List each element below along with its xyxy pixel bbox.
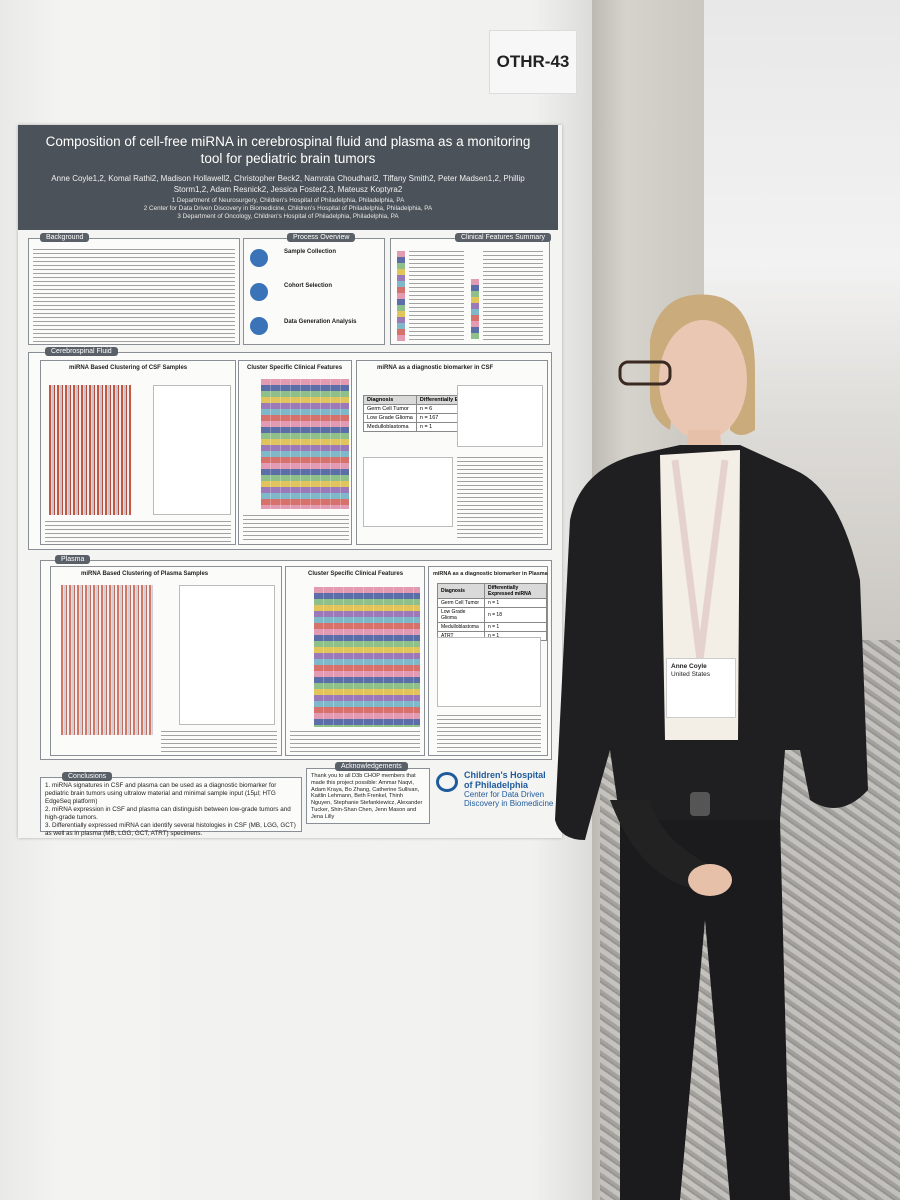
affiliations: 1 Department of Neurosurgery, Children's… xyxy=(38,197,538,221)
panel: miRNA as a diagnostic biomarker in Plasm… xyxy=(428,566,548,756)
panel: miRNA Based Clustering of CSF Samples xyxy=(40,360,236,545)
poster-title: Composition of cell-free miRNA in cerebr… xyxy=(45,134,531,166)
panel-title: Cluster Specific Clinical Features xyxy=(308,571,404,577)
table-cell: Medulloblastoma xyxy=(437,622,485,632)
table-cell: Medulloblastoma xyxy=(363,422,417,432)
conclusion: 1. miRNA signatures in CSF and plasma ca… xyxy=(45,782,277,805)
cluster-plots xyxy=(179,585,275,725)
person xyxy=(555,294,868,1200)
boxplot xyxy=(457,385,543,447)
table-header: Differentially Expressed miRNA xyxy=(483,583,548,599)
legend-text xyxy=(483,251,543,341)
panel-title: miRNA as a diagnostic biomarker in Plasm… xyxy=(433,571,548,577)
trousers xyxy=(620,820,790,1200)
clinical-heatmap xyxy=(261,379,349,509)
badge-country: United States xyxy=(671,671,711,678)
caption xyxy=(243,515,349,543)
heatmap xyxy=(49,385,131,515)
section-tab: Cerebrospinal Fluid xyxy=(45,347,118,356)
boxplot xyxy=(363,457,453,527)
glasses xyxy=(618,360,672,386)
affiliation: 2 Center for Data Driven Discovery in Bi… xyxy=(143,205,433,212)
table-row: Medulloblastoma n = 1 xyxy=(437,622,548,632)
table-cell: Low Grade Glioma xyxy=(363,413,417,423)
logo: Children's Hospital of Philadelphia Cent… xyxy=(464,770,554,808)
heatmap xyxy=(61,585,153,735)
conclusions-box: 1. miRNA signatures in CSF and plasma ca… xyxy=(40,777,302,837)
affiliation: 3 Department of Oncology, Children's Hos… xyxy=(177,213,399,220)
acknowledgements-box: Thank you to all D3b CHOP members that m… xyxy=(306,768,430,824)
process-step: Cohort Selection xyxy=(284,283,333,289)
table-cell: Germ Cell Tumor xyxy=(363,404,417,414)
panel-title: Cluster Specific Clinical Features xyxy=(247,365,343,371)
clinical-heatmap xyxy=(314,587,420,727)
panel: miRNA Based Clustering of Plasma Samples xyxy=(50,566,282,756)
hands xyxy=(688,864,732,896)
legend-swatches xyxy=(397,251,405,341)
name-badge: Anne Coyle United States xyxy=(666,658,736,718)
section-tab: Background xyxy=(40,233,90,242)
legend-text xyxy=(409,251,464,341)
table-header: Diagnosis xyxy=(363,395,417,405)
affiliation: 1 Department of Neurosurgery, Children's… xyxy=(171,197,405,204)
table-cell: Low Grade Glioma xyxy=(437,607,485,623)
process-step: Data Generation Analysis xyxy=(284,319,357,325)
poster-header: Composition of cell-free miRNA in cerebr… xyxy=(18,125,558,230)
panel-title: miRNA Based Clustering of Plasma Samples xyxy=(81,571,209,577)
panel-title: miRNA as a diagnostic biomarker in CSF xyxy=(377,365,494,371)
panel: miRNA as a diagnostic biomarker in CSF D… xyxy=(356,360,548,545)
caption xyxy=(290,731,420,753)
table-cell: n = 1 xyxy=(483,622,548,632)
background-box xyxy=(28,238,240,345)
plasma-table: Diagnosis Differentially Expressed miRNA … xyxy=(437,583,548,641)
acknowledgements: Thank you to all D3b CHOP members that m… xyxy=(311,773,423,820)
process-box: Sample Collection Cohort Selection Data … xyxy=(243,238,385,345)
caption xyxy=(437,715,541,753)
authors: Anne Coyle1,2, Komal Rathi2, Madison Hol… xyxy=(51,174,525,194)
cluster-plots xyxy=(153,385,231,515)
table-header: Diagnosis xyxy=(437,583,485,599)
caption xyxy=(161,731,277,753)
table-row: Low Grade Glioma n = 18 xyxy=(437,607,548,623)
table-cell: n = 1 xyxy=(483,598,548,608)
icon xyxy=(250,317,268,335)
section-tab: Conclusions xyxy=(62,772,113,781)
table-cell: n = 18 xyxy=(483,607,548,623)
table-row: Germ Cell Tumor n = 1 xyxy=(437,598,548,608)
caption xyxy=(457,457,543,541)
section-tab: Clinical Features Summary xyxy=(455,233,552,242)
clinical-summary-box xyxy=(390,238,550,345)
body-text xyxy=(33,249,235,342)
caption xyxy=(45,521,231,543)
icon xyxy=(250,283,268,301)
logo-icon xyxy=(436,772,458,792)
legend-swatches xyxy=(471,279,479,339)
process-step: Sample Collection xyxy=(284,249,337,255)
logo-subtitle: Center for Data Driven Discovery in Biom… xyxy=(464,790,554,808)
arm xyxy=(610,800,710,890)
panel: Cluster Specific Clinical Features xyxy=(285,566,425,756)
boxplot xyxy=(437,637,541,707)
section-tab: Process Overview xyxy=(287,233,356,242)
conclusion: 2. miRNA expression in CSF and plasma ca… xyxy=(45,806,291,821)
table-cell: Germ Cell Tumor xyxy=(437,598,485,608)
section-tab: Acknowledgements xyxy=(335,762,408,771)
face xyxy=(659,320,747,440)
logo-name: Children's Hospital of Philadelphia xyxy=(464,770,546,790)
board-number: OTHR-43 xyxy=(489,30,577,94)
watch xyxy=(690,792,710,816)
conclusion: 3. Differentially expressed miRNA can id… xyxy=(45,822,296,837)
icon xyxy=(250,249,268,267)
badge-name: Anne Coyle xyxy=(671,663,707,670)
section-tab: Plasma xyxy=(55,555,91,564)
panel-title: miRNA Based Clustering of CSF Samples xyxy=(69,365,188,371)
panel: Cluster Specific Clinical Features xyxy=(238,360,352,545)
